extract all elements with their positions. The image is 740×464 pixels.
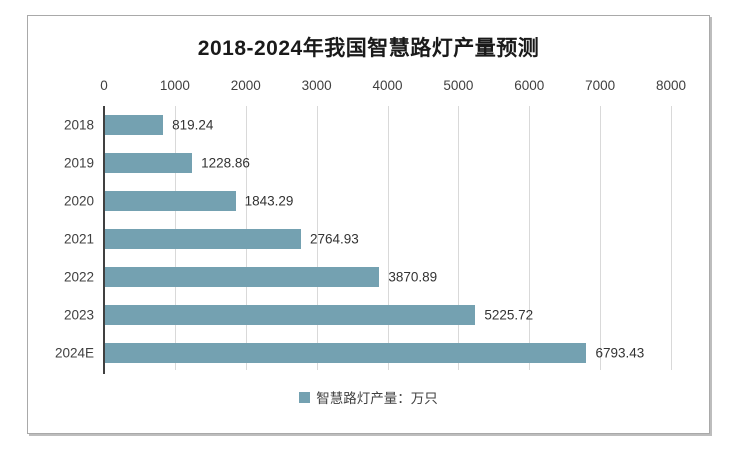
gridline (529, 106, 531, 370)
bar (105, 229, 301, 249)
gridline (458, 106, 460, 370)
bar-value-label: 3870.89 (388, 269, 438, 285)
legend: 智慧路灯产量：万只 (28, 387, 709, 407)
bar (105, 115, 164, 135)
bar (105, 153, 193, 173)
x-tick-label: 0 (100, 78, 108, 93)
bar-value-label: 6793.43 (595, 345, 645, 361)
x-tick-label: 7000 (585, 78, 616, 93)
category-label: 2022 (63, 269, 94, 285)
bar-row: 2020 1843.29 (64, 182, 671, 220)
bar-value-label: 819.24 (172, 117, 214, 133)
category-label: 2018 (63, 117, 94, 133)
gridline (387, 106, 389, 370)
bar-value-label: 1228.86 (201, 155, 250, 171)
chart-frame: 2018-2024年我国智慧路灯产量预测 0 1000 2000 3000 4000 50… (27, 15, 710, 434)
category-label: 2019 (63, 155, 94, 171)
gridline (600, 106, 602, 370)
plot-area: 0 1000 2000 3000 4000 5000 6000 7000 8000 2018 81… (55, 78, 686, 374)
bar-row: 2023 5225.72 (64, 296, 671, 334)
y-axis-line (103, 106, 105, 374)
x-tick-label: 2000 (230, 78, 261, 93)
x-tick-label: 5000 (443, 78, 474, 93)
gridline (316, 106, 318, 370)
x-tick-label: 8000 (655, 78, 687, 93)
bar-value-label: 5225.72 (484, 307, 534, 323)
gridline (671, 106, 672, 370)
category-label: 2021 (63, 231, 94, 247)
category-label: 2023 (63, 307, 94, 323)
bar-row: 2022 3870.89 (64, 258, 671, 296)
chart-title: 2018-2024年我国智慧路灯产量预测 (197, 37, 540, 60)
bar (105, 191, 236, 211)
bar-row: 2018 819.24 (64, 106, 671, 144)
x-tick-label: 1000 (159, 78, 190, 93)
bar (105, 343, 587, 363)
bar (105, 305, 476, 325)
x-tick-label: 3000 (301, 78, 332, 93)
bar-value-label: 2764.93 (309, 231, 359, 247)
category-label: 2020 (63, 193, 94, 209)
bar (105, 267, 380, 287)
bar-value-label: 1843.29 (244, 193, 294, 209)
x-tick-label: 4000 (372, 78, 403, 93)
category-label: 2024E (54, 345, 94, 361)
legend-swatch-icon (299, 391, 311, 403)
bar-row: 2021 2764.93 (64, 220, 671, 258)
legend-label: 智慧路灯产量：万只 (316, 391, 438, 406)
bar-row: 2019 1228.86 (64, 144, 671, 182)
bar-row: 2024E 6793.43 (55, 334, 671, 372)
x-tick-label: 6000 (514, 78, 545, 93)
